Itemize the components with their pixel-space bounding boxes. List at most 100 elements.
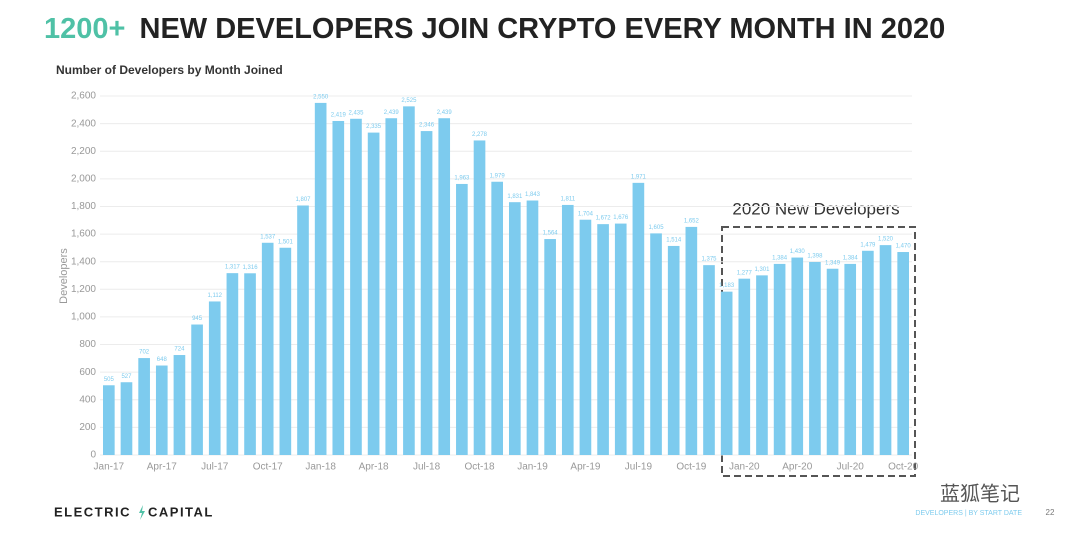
- value-label: 1,277: [737, 270, 753, 276]
- x-tick-label: Apr-18: [359, 462, 389, 473]
- value-label: 1,811: [560, 197, 575, 203]
- subtitle: Number of Developers by Month Joined: [56, 63, 283, 77]
- value-label: 1,317: [225, 265, 241, 271]
- y-tick-label: 0: [90, 450, 96, 461]
- bar: [279, 247, 292, 455]
- bar: [473, 140, 486, 456]
- value-label: 1,979: [490, 173, 506, 179]
- x-tick-label: Apr-20: [782, 462, 812, 473]
- bar: [191, 324, 203, 455]
- y-tick-label: 2,200: [71, 146, 96, 157]
- watermark: 蓝狐笔记: [940, 482, 1020, 505]
- y-tick-label: 1,000: [71, 312, 96, 323]
- bar: [261, 242, 274, 455]
- value-label: 2,278: [472, 132, 488, 138]
- value-label: 2,439: [437, 110, 453, 116]
- bar: [809, 261, 821, 455]
- bar: [685, 226, 698, 455]
- value-label: 648: [157, 357, 168, 363]
- x-tick-label: Jan-19: [517, 462, 548, 473]
- value-label: 1,831: [507, 194, 523, 200]
- value-label: 2,525: [401, 98, 417, 104]
- plot: 0 200 400 600 800 1,000 1,200 1,400 1,600 1,800 2,…: [71, 91, 919, 473]
- value-label: 1,564: [543, 231, 559, 237]
- value-label: 1,316: [243, 265, 259, 271]
- value-label: 1,807: [295, 197, 311, 203]
- x-tick-label: Jul-20: [837, 462, 865, 473]
- title-text: NEW DEVELOPERS JOIN CRYPTO EVERY MONTH I…: [140, 13, 946, 45]
- value-label: 724: [174, 347, 185, 353]
- y-tick-label: 600: [79, 367, 96, 378]
- bar: [703, 265, 715, 455]
- value-label: 1,430: [790, 249, 806, 255]
- bar: [314, 102, 327, 456]
- logo-left: ELECTRIC: [54, 504, 131, 519]
- bar: [791, 257, 804, 455]
- x-tick-label: Apr-17: [147, 462, 177, 473]
- bar: [438, 118, 451, 456]
- x-tick-label: Oct-18: [465, 462, 495, 473]
- value-label: 1,470: [896, 244, 912, 250]
- value-label: 1,398: [807, 254, 823, 260]
- y-tick-label: 1,400: [71, 256, 96, 267]
- bar: [862, 250, 874, 455]
- x-tick-label: Oct-19: [676, 462, 706, 473]
- bar: [120, 382, 133, 455]
- bar: [367, 132, 380, 455]
- value-label: 1,704: [578, 211, 594, 217]
- y-tick-label: 2,000: [71, 173, 96, 184]
- bar: [544, 239, 556, 455]
- bar: [155, 365, 168, 455]
- bar: [650, 233, 662, 455]
- bar: [561, 204, 574, 455]
- y-tick-label: 400: [79, 394, 96, 405]
- bar: [491, 181, 503, 455]
- y-tick-label: 1,800: [71, 201, 96, 212]
- title-highlight: 1200+: [44, 13, 125, 45]
- x-tick-label: Jul-19: [625, 462, 653, 473]
- bar: [138, 358, 150, 455]
- bar: [879, 245, 892, 455]
- bar: [826, 268, 839, 455]
- bar: [350, 118, 362, 456]
- bar: [526, 200, 539, 455]
- x-tick-label: Oct-20: [888, 462, 918, 473]
- value-label: 505: [104, 377, 115, 383]
- value-label: 1,676: [613, 215, 629, 221]
- logo-bolt: [139, 505, 145, 520]
- value-label: 1,384: [772, 255, 788, 261]
- bar: [720, 291, 733, 455]
- footer-source: DEVELOPERS | BY START DATE: [915, 510, 1022, 517]
- x-tick-label: Jul-17: [201, 462, 229, 473]
- y-tick-label: 800: [79, 339, 96, 350]
- y-tick-label: 1,200: [71, 284, 96, 295]
- value-label: 1,112: [207, 293, 222, 299]
- value-label: 1,605: [649, 225, 665, 231]
- bar: [173, 355, 186, 455]
- value-label: 1,971: [631, 174, 647, 180]
- x-tick-label: Jul-18: [413, 462, 441, 473]
- annotation: 2020 New Developers: [732, 199, 899, 218]
- y-axis-label: Developers: [58, 248, 70, 304]
- value-label: 2,435: [348, 110, 364, 116]
- bar: [456, 183, 468, 455]
- bar: [614, 223, 627, 455]
- title: 1200+ NEW DEVELOPERS JOIN CRYPTO EVERY M…: [44, 13, 945, 45]
- y-tick-label: 2,400: [71, 118, 96, 129]
- value-label: 1,384: [843, 255, 859, 261]
- bar: [509, 202, 521, 455]
- bar: [579, 219, 592, 455]
- value-label: 702: [139, 350, 150, 356]
- value-label: 1,501: [278, 239, 294, 245]
- value-label: 1,183: [719, 283, 735, 289]
- bar: [332, 120, 345, 456]
- logo-right: CAPITAL: [148, 504, 214, 519]
- y-tick-label: 200: [79, 422, 96, 433]
- x-tick-label: Jan-20: [729, 462, 760, 473]
- x-tick-label: Jan-17: [94, 462, 125, 473]
- y-tick-label: 2,600: [71, 91, 96, 102]
- bar: [403, 106, 415, 455]
- bar: [597, 224, 609, 455]
